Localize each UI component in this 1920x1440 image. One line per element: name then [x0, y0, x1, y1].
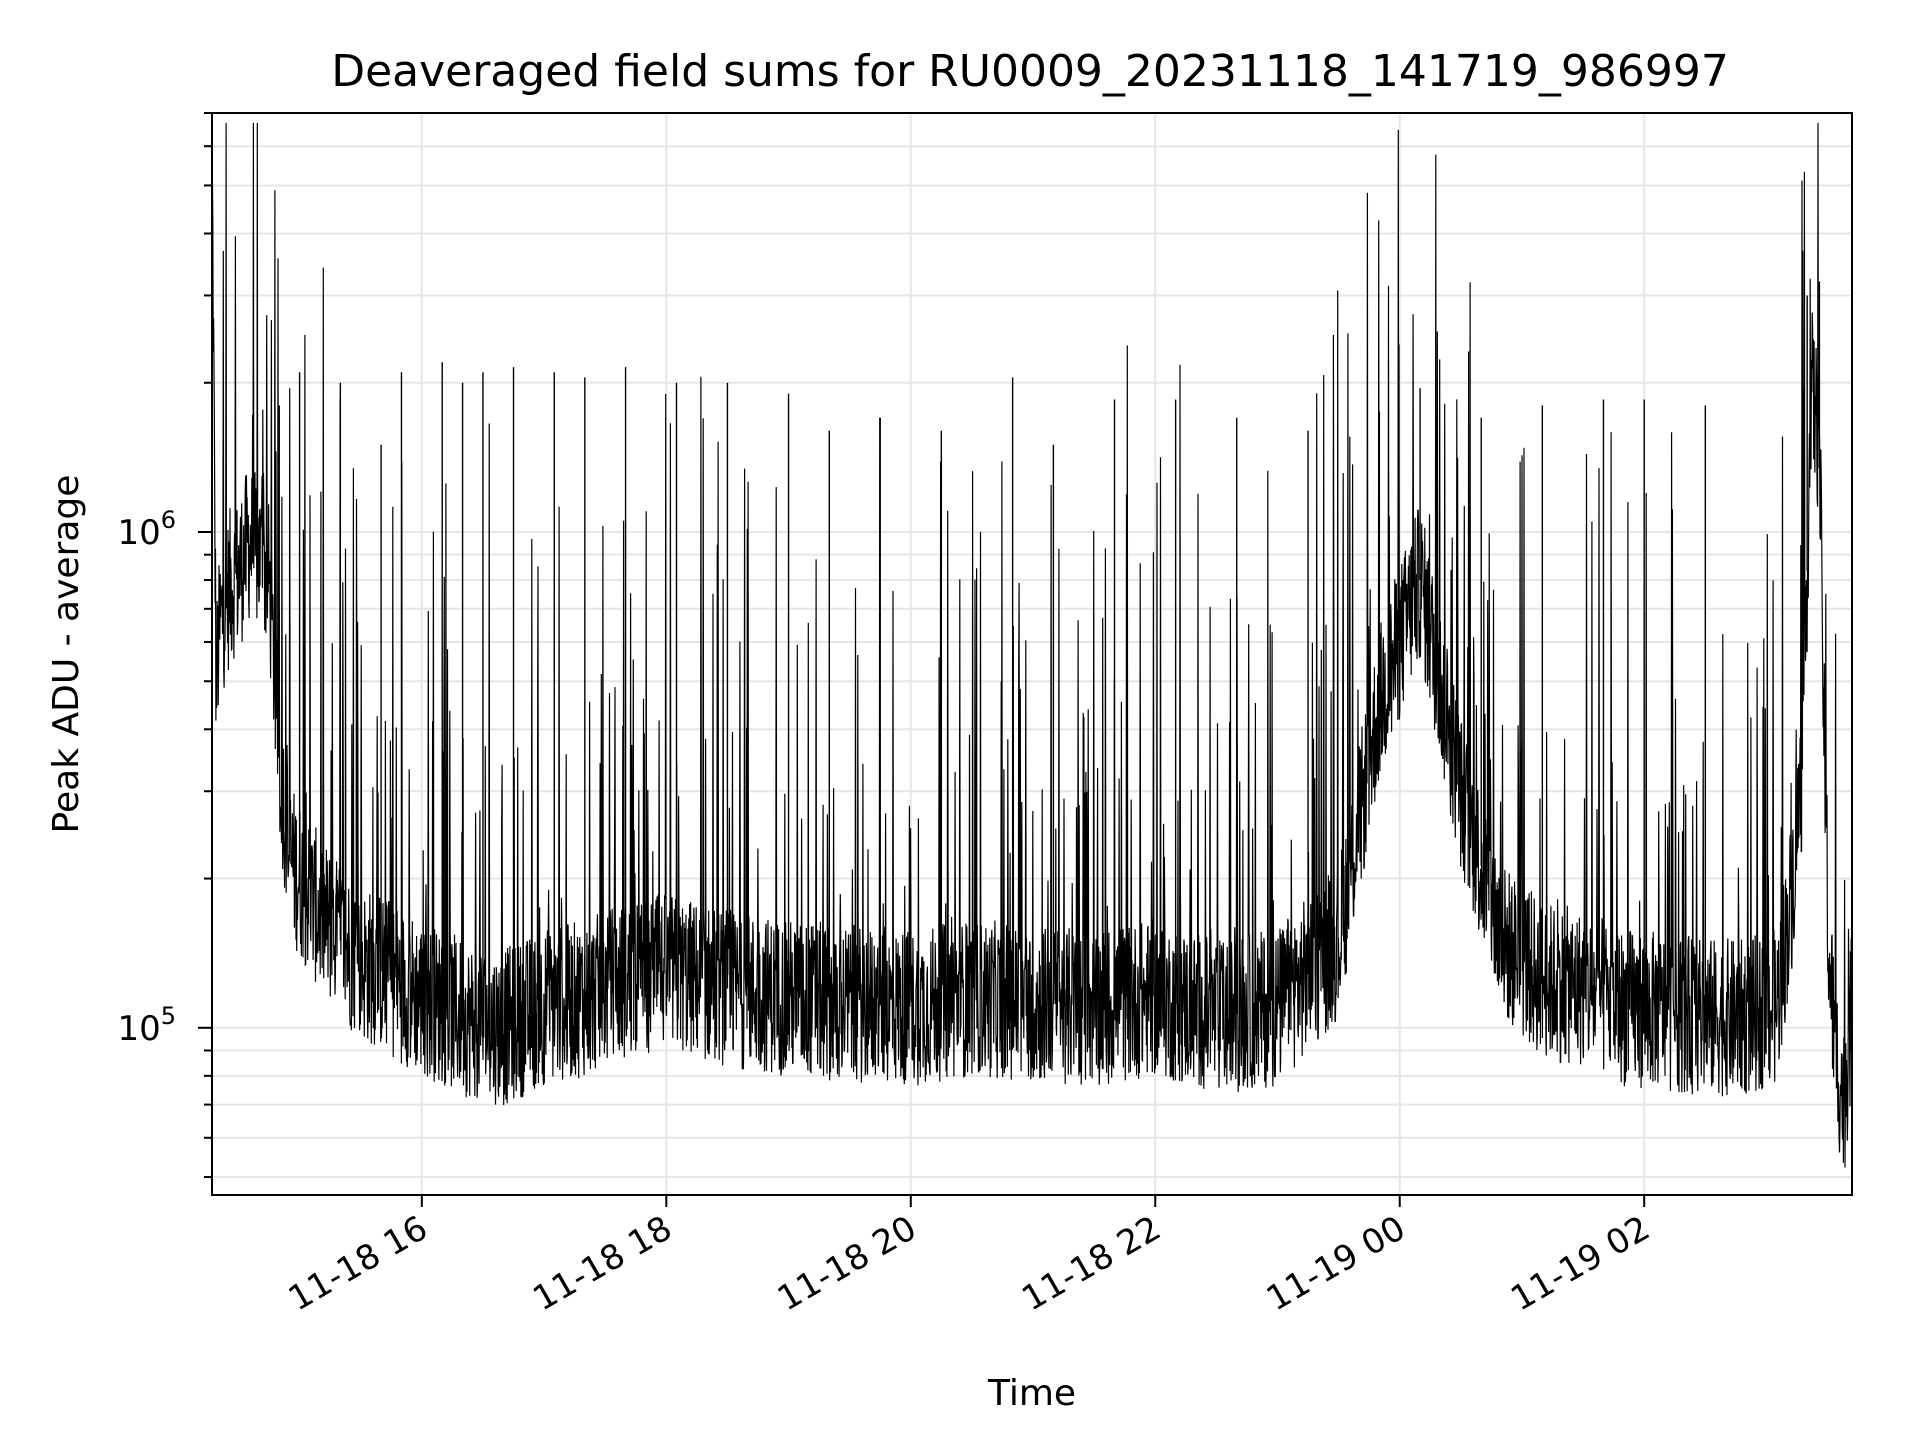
data-line	[211, 122, 1853, 1168]
plot-frame	[211, 112, 1853, 1196]
grid	[212, 112, 1852, 1195]
x-axis-label: Time	[987, 1373, 1076, 1414]
y-tick-exponent: 5	[161, 1002, 176, 1030]
y-tick-label: 105	[117, 1002, 176, 1049]
y-tick-base: 10	[117, 513, 160, 553]
chart-title: Deaveraged field sums for RU0009_2023111…	[331, 46, 1729, 97]
y-tick-base: 10	[117, 1009, 160, 1049]
y-axis-label: Peak ADU - average	[46, 475, 87, 834]
y-tick-label: 106	[117, 506, 176, 553]
plot-area	[211, 122, 1853, 1168]
y-tick-exponent: 6	[161, 506, 176, 534]
